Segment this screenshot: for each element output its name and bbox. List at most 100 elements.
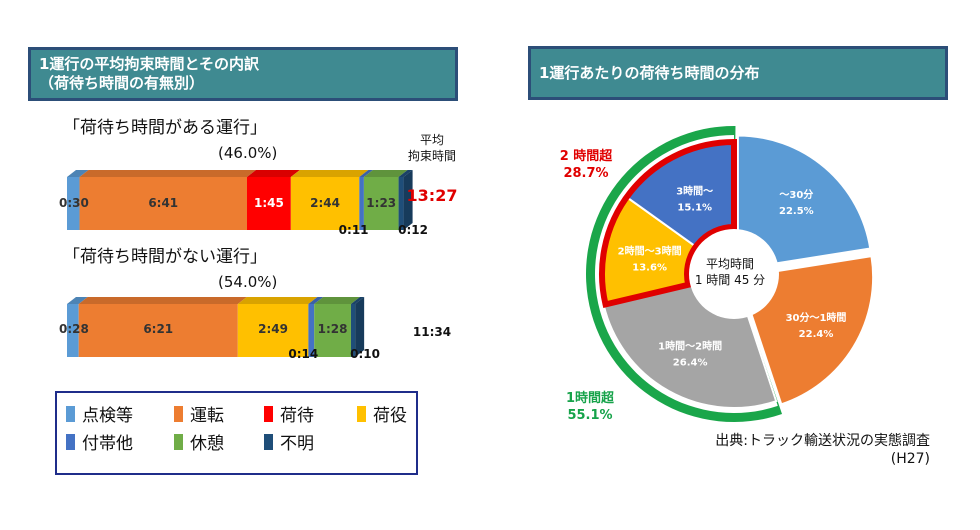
legend-swatch	[66, 405, 75, 422]
source-note: 出典:トラック輸送状況の実態調査 (H27)	[700, 432, 930, 468]
source-text: 出典:トラック輸送状況の実態調査	[715, 433, 930, 449]
bar-segment-top	[78, 297, 247, 304]
pie-slice-value: 26.4%	[673, 358, 708, 369]
bar-value-label: 0:14	[288, 347, 318, 361]
bar-segment	[78, 304, 238, 357]
bar-value-label: 0:28	[59, 322, 89, 336]
bar-segment	[359, 177, 364, 230]
legend-label: 付帯他	[82, 434, 133, 454]
bar-share: (54.0%)	[218, 273, 277, 291]
bar-segment-top	[67, 170, 89, 177]
over-1h-pct: 55.1%	[567, 408, 613, 423]
bar-segment	[67, 177, 80, 230]
legend-item: 不明	[264, 429, 314, 454]
bar-segment	[314, 304, 351, 357]
bar-segment	[246, 177, 291, 230]
bar-chart-title-line1: 1運行の平均拘束時間とその内訳	[39, 55, 259, 73]
bar-value-label: 0:10	[350, 347, 380, 361]
bar-total-label: 13:27	[407, 186, 458, 205]
pie-center-hole	[689, 229, 779, 319]
pie-slice-value: 13.6%	[632, 262, 667, 273]
bar-segment-top	[363, 170, 408, 177]
pie-slice-label: ～30分	[779, 188, 813, 201]
over-2h-pct: 28.7%	[563, 166, 609, 181]
legend-swatch	[357, 405, 366, 422]
bar-segment-top	[290, 170, 369, 177]
bar-value-label: 6:21	[143, 322, 173, 336]
bar-segment	[363, 177, 399, 230]
bar-chart-title: 1運行の平均拘束時間とその内訳 （荷待ち時間の有無別）	[28, 47, 458, 101]
pie-center-line1: 平均時間	[705, 257, 754, 271]
bar-segment-top	[246, 170, 300, 177]
over-1h-annotation: 1時間超 55.1%	[560, 390, 620, 424]
bar-value-label: 1:45	[254, 196, 284, 210]
pie-slice-value: 22.4%	[799, 329, 834, 340]
pie-slice-label: 30分～1時間	[786, 311, 847, 324]
bar-segment	[79, 177, 247, 230]
bar-segment-top	[237, 297, 318, 304]
over-1h-label: 1時間超	[565, 391, 615, 406]
legend-swatch	[264, 405, 273, 422]
bar-segment	[67, 304, 79, 357]
stacked-bar-chart: 「荷待ち時間がある運行」 (46.0%) 0:30 6:41 1:45 2:44 0:11 1…	[59, 118, 457, 361]
pie-center-line2: 1 時間 45 分	[694, 273, 766, 287]
bar-group-1: 「荷待ち時間がある運行」 (46.0%) 0:30 6:41 1:45 2:44 0:11 1…	[59, 118, 457, 237]
legend: 点検等 運転 荷待 荷役付帯他 休憩 不明	[55, 391, 418, 475]
bar-value-label: 2:49	[258, 322, 288, 336]
bar-chart-title-line2: （荷待ち時間の有無別）	[39, 74, 205, 92]
pie-slice-value: 15.1%	[677, 202, 712, 213]
pie-slice-label: 3時間～	[676, 184, 713, 197]
legend-label: 荷役	[373, 406, 407, 426]
legend-label: 荷待	[280, 406, 314, 426]
pie-center-label: 平均時間 1 時間 45 分	[690, 256, 770, 288]
legend-item: 点検等	[66, 401, 133, 426]
pie-chart-title-text: 1運行あたりの荷待ち時間の分布	[539, 63, 760, 82]
bar-segment-top	[308, 297, 324, 304]
pie-chart-title: 1運行あたりの荷待ち時間の分布	[528, 46, 948, 100]
bar-name: 「荷待ち時間がある運行」	[63, 118, 267, 138]
legend-item: 荷役	[357, 401, 407, 426]
bar-value-label: 0:11	[339, 223, 369, 237]
legend-label: 点検等	[82, 406, 133, 426]
bar-segment-top	[67, 297, 88, 304]
pie-slice-value: 22.5%	[779, 206, 814, 217]
over-2h-highlight	[599, 138, 737, 309]
legend-swatch	[66, 433, 75, 450]
pie-slice-group: ～30分 22.5%	[736, 134, 872, 271]
bar-value-label: 2:44	[310, 196, 340, 210]
bar-segment-top	[398, 170, 413, 177]
bar-side	[403, 170, 413, 230]
bar-value-label: 1:23	[366, 196, 396, 210]
source-year: (H27)	[890, 451, 930, 467]
legend-item: 付帯他	[66, 429, 133, 454]
legend-swatch	[174, 433, 183, 450]
bar-value-label: 0:12	[398, 223, 428, 237]
legend-label: 不明	[280, 434, 314, 454]
legend-item: 荷待	[264, 401, 314, 426]
bar-segment-top	[350, 297, 365, 304]
over-2h-annotation: 2 時間超 28.7%	[556, 148, 616, 182]
pie-slice-label: 1時間～2時間	[658, 340, 722, 353]
bar-segment	[290, 177, 360, 230]
bar-segment-top	[79, 170, 256, 177]
bar-value-label: 6:41	[148, 196, 178, 210]
bar-value-label: 1:28	[318, 322, 348, 336]
bar-segment	[398, 177, 404, 230]
legend-swatch	[264, 433, 273, 450]
avg-header-line2: 拘束時間	[407, 149, 456, 163]
legend-label: 運転	[190, 406, 224, 426]
bar-value-label: 0:30	[59, 196, 89, 210]
bar-segment-top	[314, 297, 360, 304]
bar-share: (46.0%)	[218, 144, 277, 162]
legend-label: 休憩	[190, 434, 224, 454]
pie-slice-label: 2時間～3時間	[618, 244, 682, 257]
pie-slice	[736, 134, 872, 271]
bar-side	[355, 297, 365, 357]
bar-segment-top	[359, 170, 373, 177]
bar-name: 「荷待ち時間がない運行」	[63, 247, 267, 267]
avg-header-line1: 平均	[419, 133, 444, 147]
bar-group-2: 「荷待ち時間がない運行」 (54.0%) 0:28 6:21 2:490:141:280…	[59, 247, 451, 361]
bar-segment	[350, 304, 356, 357]
legend-item: 休憩	[174, 429, 224, 454]
legend-item: 運転	[174, 401, 224, 426]
